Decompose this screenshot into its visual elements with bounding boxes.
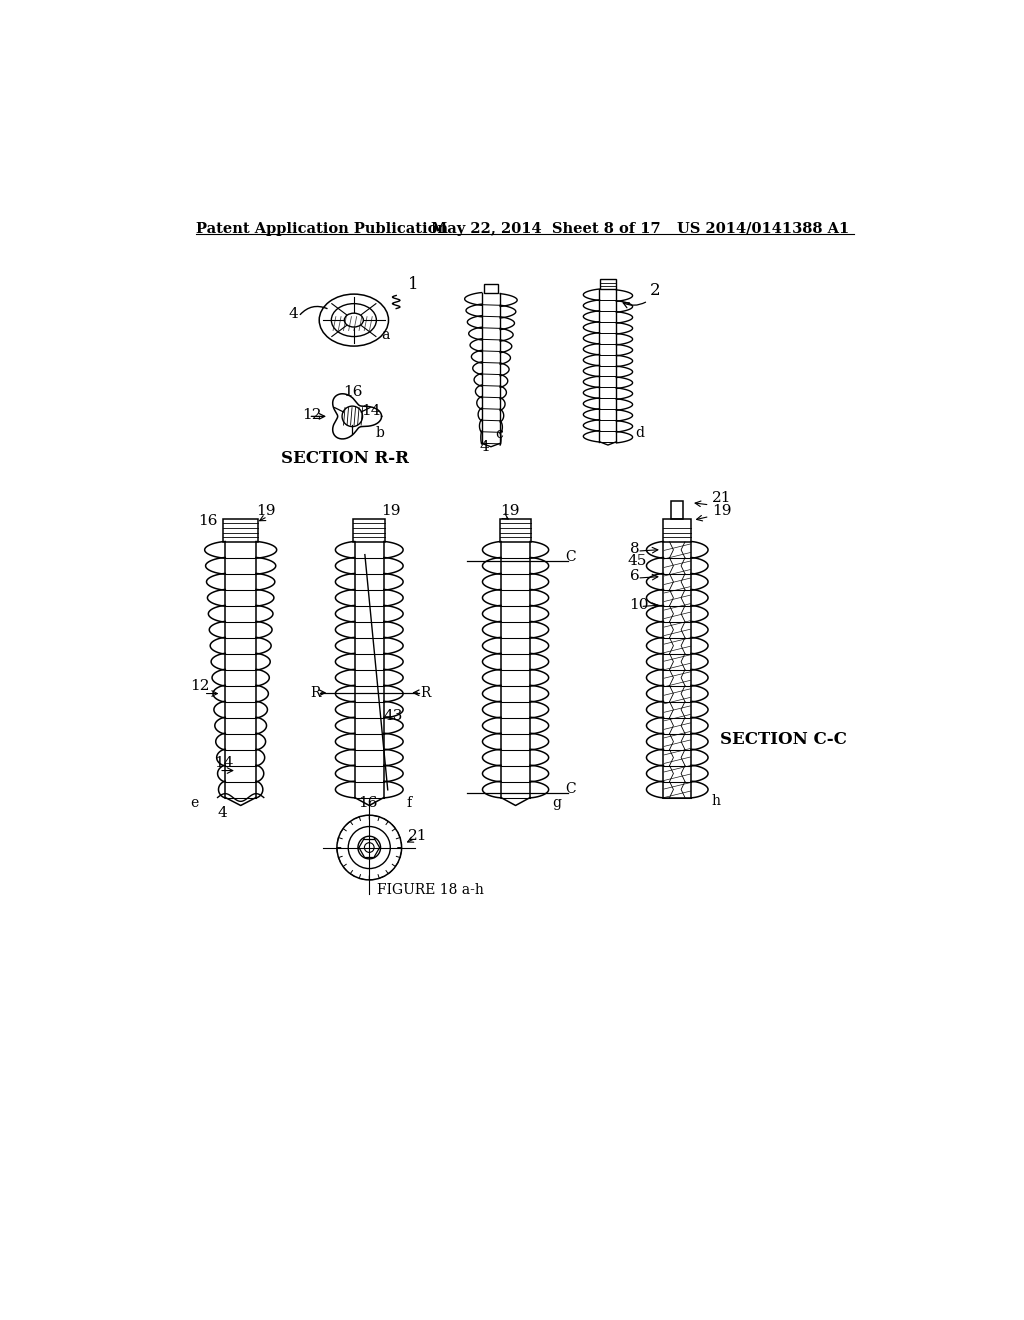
Text: 45: 45 — [628, 554, 646, 568]
Text: 10: 10 — [630, 598, 649, 612]
Text: 4: 4 — [217, 805, 227, 820]
Text: 43: 43 — [383, 710, 402, 723]
Text: 21: 21 — [712, 491, 731, 504]
Text: 19: 19 — [500, 504, 519, 517]
Text: 16: 16 — [199, 513, 218, 528]
Text: 19: 19 — [712, 504, 731, 517]
Bar — [671, 502, 683, 519]
Text: 14: 14 — [214, 755, 233, 770]
Text: US 2014/0141388 A1: US 2014/0141388 A1 — [677, 222, 850, 235]
Bar — [353, 519, 385, 543]
Text: e: e — [190, 796, 199, 809]
Text: 4: 4 — [288, 308, 298, 321]
Text: R: R — [310, 685, 322, 700]
Text: SECTION R-R: SECTION R-R — [281, 450, 409, 466]
Text: 1: 1 — [408, 276, 419, 293]
Text: May 22, 2014  Sheet 8 of 17: May 22, 2014 Sheet 8 of 17 — [431, 222, 660, 235]
Text: SECTION C-C: SECTION C-C — [720, 730, 847, 747]
Text: 12: 12 — [302, 408, 323, 422]
Text: 4: 4 — [479, 440, 489, 454]
Text: g: g — [553, 796, 561, 809]
Text: C: C — [565, 550, 577, 564]
Text: 19: 19 — [381, 504, 400, 517]
Text: 16: 16 — [357, 796, 377, 809]
Text: C: C — [565, 781, 577, 796]
Bar — [500, 519, 531, 543]
Text: R: R — [420, 685, 430, 700]
Text: 21: 21 — [408, 829, 427, 843]
Text: 19: 19 — [256, 504, 275, 517]
Text: d: d — [635, 426, 644, 440]
Bar — [223, 519, 258, 543]
Text: c: c — [495, 426, 503, 441]
Text: b: b — [376, 426, 385, 440]
Text: FIGURE 18 a-h: FIGURE 18 a-h — [377, 883, 483, 896]
Text: h: h — [711, 795, 720, 808]
Bar — [483, 284, 499, 293]
Text: a: a — [382, 329, 390, 342]
Text: 14: 14 — [361, 404, 381, 418]
Bar — [600, 280, 615, 289]
Text: f: f — [407, 796, 412, 809]
Text: Patent Application Publication: Patent Application Publication — [196, 222, 449, 235]
Text: 6: 6 — [630, 569, 639, 583]
Text: 8: 8 — [630, 543, 639, 557]
Text: 12: 12 — [190, 678, 210, 693]
Text: 16: 16 — [343, 385, 364, 399]
Bar — [664, 519, 691, 543]
Text: 2: 2 — [650, 282, 660, 300]
